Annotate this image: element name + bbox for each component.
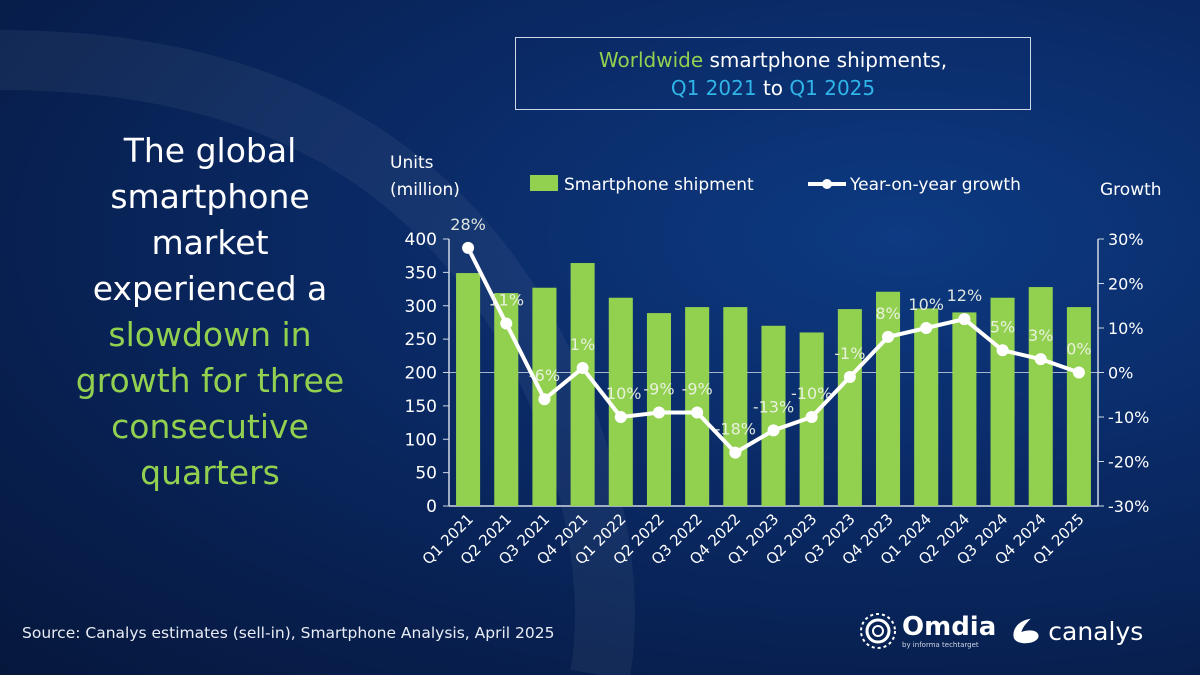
headline-line: experienced a [92, 269, 328, 308]
right-tick-label: -10% [1108, 408, 1149, 427]
legend-bar-label: Smartphone shipment [564, 175, 754, 195]
shipment-bar [685, 307, 710, 506]
growth-data-label: -1% [834, 344, 865, 363]
right-tick-label: 30% [1108, 230, 1144, 249]
growth-data-label: 28% [450, 215, 486, 234]
right-tick-label: 0% [1108, 364, 1133, 383]
growth-data-label: 5% [990, 317, 1015, 336]
left-tick-label: 150 [405, 397, 437, 417]
growth-point [500, 317, 513, 330]
growth-point [958, 313, 971, 326]
logos: Omdia by informa techtarget canalys [858, 606, 1143, 656]
growth-point [576, 362, 589, 375]
growth-point [652, 406, 665, 419]
headline-line: smartphone [110, 177, 310, 216]
shipment-bar [570, 263, 595, 506]
left-tick-label: 300 [405, 297, 437, 317]
growth-point [882, 330, 895, 343]
growth-data-label: -18% [715, 420, 756, 439]
growth-data-label: -10% [600, 384, 641, 403]
right-tick-label: -30% [1108, 497, 1149, 516]
shipment-bar [952, 312, 977, 506]
title-start: Q1 2021 [670, 76, 757, 100]
growth-data-label: -9% [682, 380, 713, 399]
left-tick-label: 100 [405, 430, 437, 450]
legend-line-label: Year-on-year growth [849, 175, 1021, 195]
shipment-bar [914, 308, 939, 506]
headline: The global smartphone market experienced… [40, 128, 380, 496]
chart-title: Worldwide smartphone shipments, Q1 2021 … [515, 37, 1031, 110]
left-tick-label: 350 [405, 263, 437, 283]
growth-point [920, 322, 933, 334]
growth-data-label: 10% [908, 295, 944, 314]
chart: Units (million) Growth Smartphone shipme… [390, 153, 1162, 517]
shipment-bar [876, 291, 901, 506]
headline-line: The global [123, 131, 297, 170]
omdia-logo: Omdia by informa techtarget [858, 611, 996, 651]
source-note: Source: Canalys estimates (sell-in), Sma… [22, 624, 555, 642]
title-to: to [756, 76, 790, 100]
growth-data-label: 0% [1066, 340, 1091, 359]
growth-point [805, 411, 818, 423]
growth-point [691, 406, 704, 419]
left-axis-label: (million) [390, 180, 460, 200]
growth-data-label: -10% [791, 384, 832, 403]
left-tick-label: 200 [405, 364, 437, 384]
growth-data-label: -13% [753, 397, 794, 416]
right-tick-label: -20% [1108, 453, 1149, 472]
shipment-bar [761, 325, 786, 506]
growth-data-label: 11% [488, 291, 524, 310]
shipment-bar [837, 309, 862, 506]
shipment-bar [1066, 307, 1091, 506]
left-tick-label: 400 [405, 230, 437, 250]
growth-data-label: 3% [1028, 326, 1053, 345]
right-tick-label: 10% [1108, 319, 1144, 338]
left-tick-label: 0 [426, 497, 437, 517]
growth-data-label: 1% [570, 335, 595, 354]
headline-line-highlight: consecutive [111, 407, 309, 446]
growth-data-label: 8% [875, 304, 900, 323]
growth-data-label: 12% [947, 286, 983, 305]
title-worldwide: Worldwide [598, 48, 704, 72]
growth-point [767, 424, 780, 437]
omdia-swirl-icon [860, 613, 896, 649]
left-tick-label: 50 [415, 464, 437, 484]
growth-point [538, 393, 551, 406]
omdia-sub: by informa techtarget [902, 641, 979, 649]
growth-point [614, 411, 627, 423]
right-tick-label: 20% [1108, 275, 1144, 294]
headline-line-highlight: growth for three [75, 361, 345, 400]
growth-point [462, 241, 475, 254]
headline-line-highlight: slowdown in [108, 315, 312, 354]
shipment-bar [608, 297, 633, 506]
growth-data-label: -9% [643, 380, 674, 399]
left-tick-label: 250 [405, 330, 437, 350]
omdia-name: Omdia [902, 612, 997, 642]
headline-line-highlight: quarters [140, 453, 280, 492]
growth-point [729, 446, 742, 459]
canalys-logo: canalys [1010, 616, 1143, 646]
title-text: smartphone shipments, [703, 48, 948, 72]
growth-point [1034, 353, 1047, 366]
headline-line: market [151, 223, 269, 262]
canalys-name: canalys [1048, 616, 1144, 646]
growth-point [996, 344, 1009, 357]
growth-point [843, 370, 856, 383]
legend-line-marker [822, 179, 832, 189]
shipment-bar [723, 307, 748, 506]
canalys-icon [1013, 618, 1039, 644]
shipment-bar [990, 297, 1015, 506]
shipment-bar [456, 273, 481, 506]
right-axis-label: Growth [1100, 180, 1162, 200]
title-end: Q1 2025 [789, 76, 876, 100]
growth-data-label: -6% [529, 366, 560, 385]
left-axis-label: Units [390, 153, 434, 173]
shipment-bar [1028, 287, 1053, 506]
growth-point [1072, 366, 1085, 379]
legend-bar-swatch [530, 175, 558, 191]
